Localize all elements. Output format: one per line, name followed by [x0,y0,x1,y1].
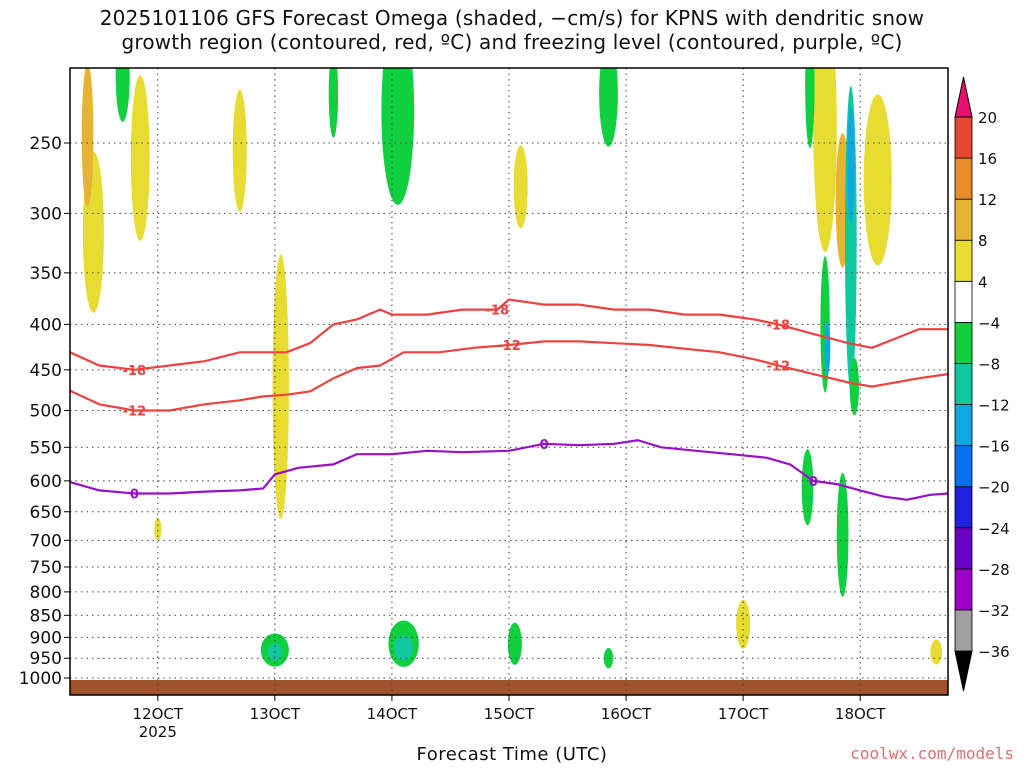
colorbar-label--36: −36 [978,643,1010,661]
omega-shade-20 [801,449,814,526]
x-tick-label-18OCT: 18OCT [835,705,886,723]
omega-shade-15 [805,68,815,149]
contour--12 [70,340,948,412]
omega-shade-16 [863,94,892,266]
omega-shade-1 [81,68,94,207]
omega-shade-25 [394,635,414,661]
y-tick-label-700: 700 [30,531,62,551]
colorbar-label--12: −12 [978,397,1010,415]
contour-label-0: 0 [809,475,818,490]
colorbar-label--20: −20 [978,479,1010,497]
contours: -18 -18 -18 -12 -12 -12 0 0 0 [70,298,948,503]
omega-shade-6 [115,68,130,122]
y-axis: 2503003504004505005506006507007508008509… [19,134,70,689]
omega-shade-14 [847,106,855,225]
contour-label--18: -18 [486,304,510,319]
y-tick-label-250: 250 [30,134,62,154]
omega-shading [81,68,943,669]
colorbar-bin-above [954,76,973,118]
y-tick-label-1000: 1000 [19,669,62,689]
chart-title: 2025101106 GFS Forecast Omega (shaded, −… [99,6,925,54]
x-tick-label-15OCT: 15OCT [484,705,535,723]
y-tick-label-300: 300 [30,204,62,224]
y-tick-label-600: 600 [30,472,62,492]
contour-label-0: 0 [130,488,139,503]
contour-label--12: -12 [123,405,147,420]
colorbar-bin--16 [954,404,973,447]
y-tick-label-800: 800 [30,583,62,603]
colorbar-label--28: −28 [978,561,1010,579]
omega-shade-8 [328,68,339,138]
colorbar-bin-8 [954,198,973,241]
omega-shade-21 [836,472,849,597]
colorbar-label--4: −4 [978,314,1000,332]
y-tick-label-550: 550 [30,438,62,458]
omega-shade-2 [130,75,150,242]
colorbar-label-20: 20 [978,109,997,127]
colorbar-bin-12 [954,157,973,200]
x-axis-label: Forecast Time (UTC) [416,744,608,765]
x-tick-sublabel: 2025 [139,723,177,741]
y-tick-label-350: 350 [30,264,62,284]
colorbar-bin-below [954,650,973,692]
contour-label-0: 0 [540,438,549,453]
x-tick-label-17OCT: 17OCT [718,705,769,723]
y-tick-label-900: 900 [30,628,62,648]
omega-shade-3 [232,89,247,212]
omega-shade-10 [599,68,618,147]
colorbar-label-4: 4 [978,273,988,291]
omega-shade-11 [813,68,837,252]
x-tick-label-12OCT: 12OCT [133,705,184,723]
colorbar-label-16: 16 [978,150,997,168]
omega-shade-4 [272,254,289,519]
y-tick-label-650: 650 [30,503,62,523]
colorbar-bin--4 [954,280,973,323]
colorbar-label--24: −24 [978,520,1010,538]
contour-label--12: -12 [497,339,521,354]
colorbar-label--32: −32 [978,602,1010,620]
colorbar-bin--36 [954,609,973,652]
contour-label--18: -18 [767,318,791,333]
y-tick-label-500: 500 [30,402,62,422]
omega-shade-5 [154,517,162,541]
colorbar-bin--8 [954,321,973,364]
colorbar-label-8: 8 [978,232,988,250]
contour-label--18: -18 [123,364,147,379]
omega-shade-18 [824,320,831,376]
colorbar-bin--24 [954,486,973,529]
omega-shade-26 [507,622,522,665]
omega-shade-9 [513,145,528,229]
x-tick-label-16OCT: 16OCT [601,705,652,723]
grid-lines [70,68,948,695]
colorbar-label-12: 12 [978,191,997,209]
watermark: coolwx.com/models [850,744,1014,763]
colorbar-bin--20 [954,445,973,488]
colorbar-bin--12 [954,363,973,405]
colorbar-label--8: −8 [978,355,1000,373]
contour-label--12: -12 [767,360,791,375]
y-tick-label-850: 850 [30,606,62,626]
omega-shade-7 [381,68,415,205]
y-tick-label-400: 400 [30,315,62,335]
colorbar-bin-16 [954,116,973,159]
colorbar-label--16: −16 [978,438,1010,456]
colorbar: −36 −32 −28 −24 −20 −16 −12 −8 −4 4 8 12 16 20 [954,76,1010,692]
omega-shade-27 [603,648,614,669]
colorbar-bin--28 [954,527,973,570]
omega-shade-19 [849,357,860,416]
y-tick-label-750: 750 [30,558,62,578]
omega-shade-29 [930,639,943,665]
y-tick-label-950: 950 [30,649,62,669]
x-tick-label-13OCT: 13OCT [250,705,301,723]
x-tick-label-14OCT: 14OCT [367,705,418,723]
colorbar-bin--32 [954,568,973,611]
terrain-ground [70,680,948,695]
contour-0 [70,439,948,501]
colorbar-bin-4 [954,239,973,282]
contour--18 [70,298,948,371]
y-tick-label-450: 450 [30,361,62,381]
